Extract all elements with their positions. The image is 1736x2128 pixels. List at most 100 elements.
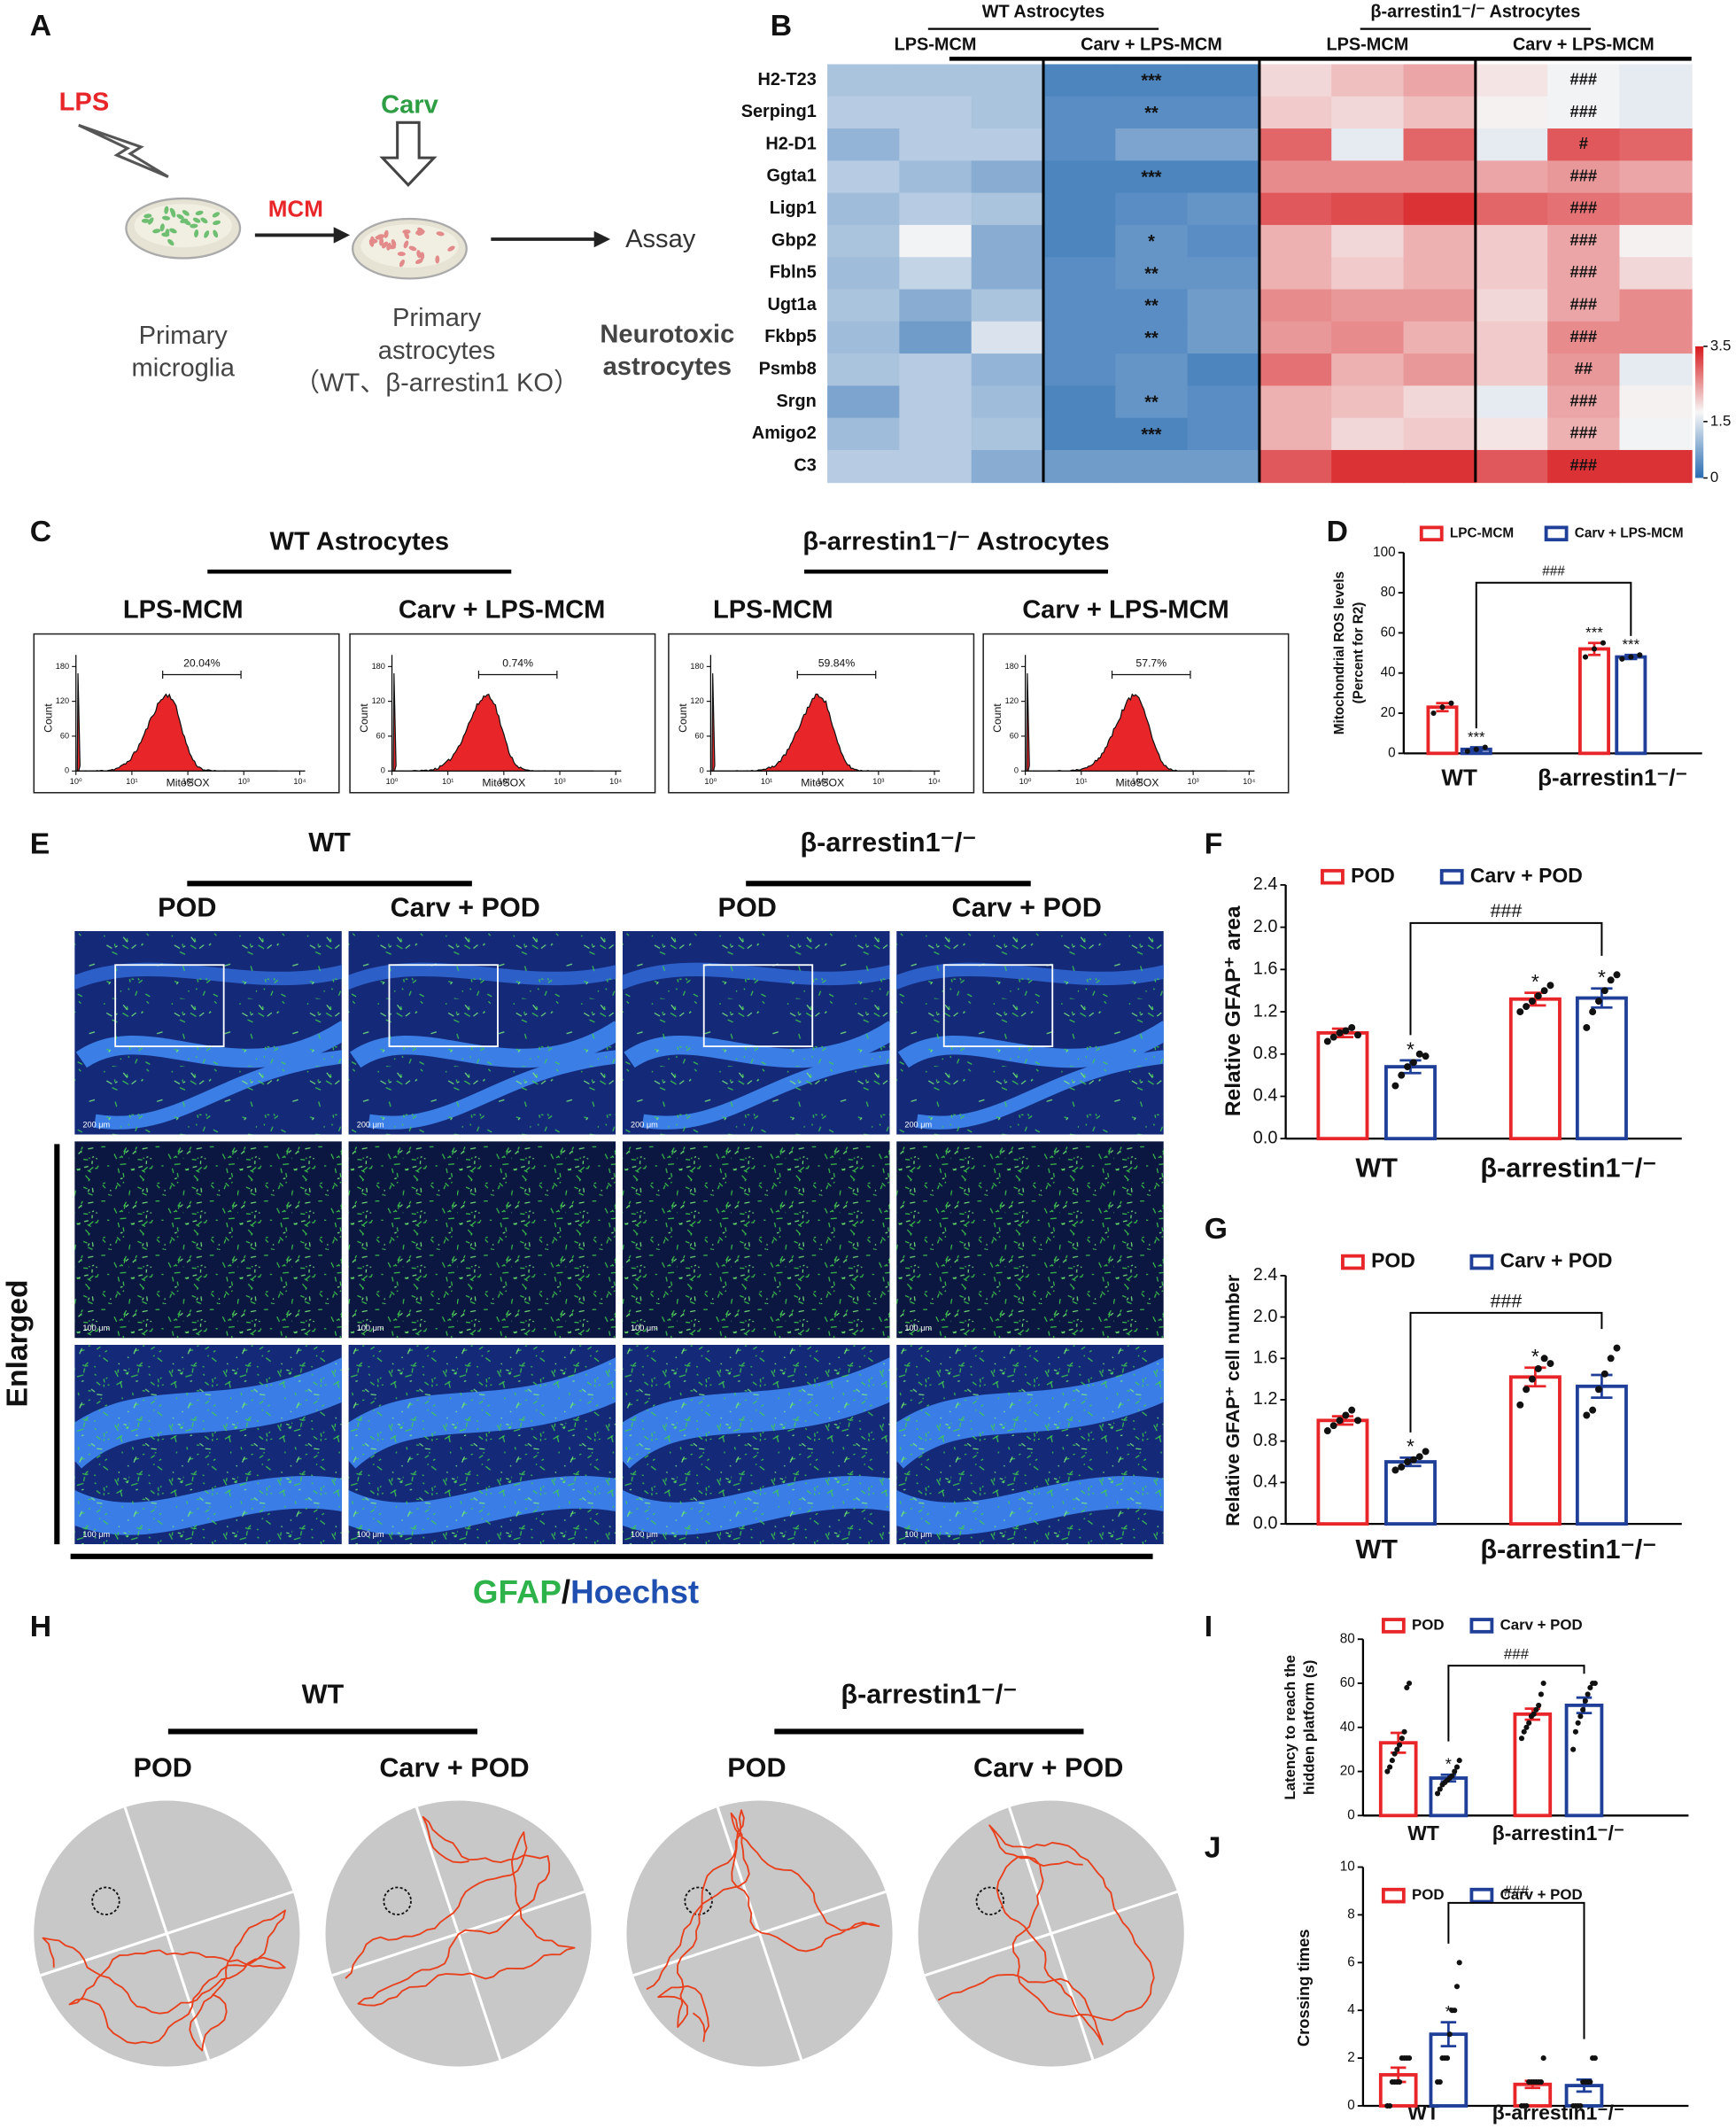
- data-point: [1394, 1746, 1400, 1752]
- heatmap-cell: [1115, 289, 1189, 322]
- x-tick-label: 10⁰: [70, 777, 82, 786]
- group-label: WT: [302, 1680, 345, 1710]
- gate: [796, 670, 877, 680]
- stain-label: GFAP/Hoechst: [473, 1573, 699, 1610]
- y-tick-label: 0.4: [1253, 1472, 1278, 1492]
- heatmap-cell: [1475, 64, 1549, 97]
- comparison-bracket: [1409, 1311, 1603, 1433]
- data-point: [1523, 1003, 1531, 1011]
- legend-label: Carv + POD: [1470, 864, 1583, 887]
- y-tick-label: 0: [1347, 1807, 1355, 1822]
- texture-layer: [74, 1141, 342, 1339]
- cell: [368, 238, 375, 247]
- heatmap-cell: [1259, 417, 1333, 451]
- cell: [382, 241, 389, 249]
- y-tick-label: 2: [1347, 2050, 1355, 2065]
- heatmap-cell: [827, 64, 901, 97]
- data-point: [1439, 704, 1445, 711]
- texture-layer: [896, 1344, 1164, 1545]
- histogram-area: [1026, 672, 1228, 772]
- x-tick-label: 10³: [1187, 777, 1198, 786]
- legend-swatch: [1381, 1618, 1406, 1634]
- data-point: [1434, 1790, 1441, 1797]
- cell: [159, 223, 165, 232]
- heatmap-cell: [899, 385, 973, 419]
- legend-label: POD: [1371, 1249, 1415, 1272]
- significance: **: [1144, 329, 1159, 348]
- data-point: [1526, 1720, 1532, 1726]
- data-point: [1587, 2078, 1593, 2085]
- texture-layer: [74, 1344, 342, 1545]
- significance: ***: [1468, 728, 1485, 745]
- heatmap-cell: [1042, 257, 1117, 291]
- gene-label: Serping1: [741, 102, 817, 121]
- heatmap-cell: [1619, 321, 1693, 355]
- condition-label: Carv + LPS-MCM: [399, 595, 605, 624]
- significance: **: [1144, 264, 1159, 283]
- significance: ##: [1575, 359, 1593, 377]
- scale-bar-label: 200 μm: [357, 1120, 384, 1129]
- significance: ***: [1141, 72, 1161, 91]
- group-label: β-arrestin1⁻/⁻: [841, 1680, 1017, 1710]
- y-axis-label: Relative GFAP⁺ cell number: [1222, 1274, 1244, 1526]
- gene-label: Ugt1a: [768, 295, 818, 315]
- heatmap-cell: [1259, 160, 1333, 194]
- data-point: [1583, 1023, 1591, 1031]
- heatmap-cell: [899, 449, 973, 484]
- heatmap-cell: [1475, 192, 1549, 226]
- heatmap-cell: [1187, 160, 1260, 194]
- row-label: Enlarged: [1, 1279, 34, 1407]
- data-point: [1336, 1417, 1344, 1425]
- data-point: [1404, 1458, 1412, 1466]
- y-tick-label: 120: [56, 696, 69, 705]
- y-axis-label: hidden platform (s): [1301, 1660, 1318, 1795]
- legend-swatch: [1469, 1887, 1494, 1904]
- texture-layer: [348, 1141, 616, 1339]
- comparison-bracket: [1475, 581, 1632, 729]
- heatmap-cell: [899, 321, 973, 355]
- data-point: [1354, 1417, 1362, 1425]
- legend-label: Carv + POD: [1500, 1249, 1613, 1272]
- heatmap-cell: [971, 449, 1044, 484]
- data-point: [1585, 1691, 1591, 1697]
- heatmap-cell: [1042, 353, 1117, 387]
- y-tick-label: 60: [695, 731, 704, 740]
- data-point: [1540, 1680, 1546, 1687]
- data-point: [1600, 987, 1608, 995]
- data-point: [1570, 1746, 1577, 1752]
- texture-layer: [622, 1344, 890, 1545]
- panel-letter: A: [30, 10, 51, 43]
- heatmap-cell: [1259, 96, 1333, 129]
- heatmap-cell: [1619, 224, 1693, 259]
- data-point: [1329, 1422, 1337, 1430]
- cell: [436, 231, 445, 237]
- panel-letter: B: [771, 10, 792, 43]
- heatmap-cell: [827, 160, 901, 194]
- x-tick-label: 10⁰: [1019, 777, 1032, 786]
- heatmap-cell: [1187, 289, 1260, 322]
- significance: ###: [1569, 423, 1597, 442]
- cell: [416, 250, 422, 259]
- data-point: [1577, 1713, 1584, 1720]
- y-tick-label: 60: [1381, 625, 1396, 640]
- y-tick-label: 8: [1347, 1907, 1355, 1922]
- y-tick-label: 2.4: [1253, 1265, 1278, 1285]
- data-point: [1422, 1052, 1430, 1060]
- heatmap-cell: [1547, 385, 1621, 419]
- bar: [1575, 1384, 1628, 1526]
- condition-label: Carv + POD: [973, 1752, 1123, 1782]
- label: Primary: [139, 322, 229, 350]
- significance: *: [1531, 970, 1539, 993]
- cell: [397, 252, 406, 257]
- heatmap-cell: [1115, 192, 1189, 226]
- heatmap-cell: [1331, 353, 1405, 387]
- heatmap-cell: [827, 353, 901, 387]
- data-point: [1540, 2055, 1546, 2062]
- heatmap-cell: [1042, 449, 1117, 484]
- scale-bar-label: 200 μm: [631, 1120, 658, 1129]
- significance: ***: [1623, 636, 1640, 653]
- heatmap-cell: [971, 417, 1044, 451]
- data-point: [1580, 1706, 1586, 1712]
- heatmap-cell: [827, 289, 901, 322]
